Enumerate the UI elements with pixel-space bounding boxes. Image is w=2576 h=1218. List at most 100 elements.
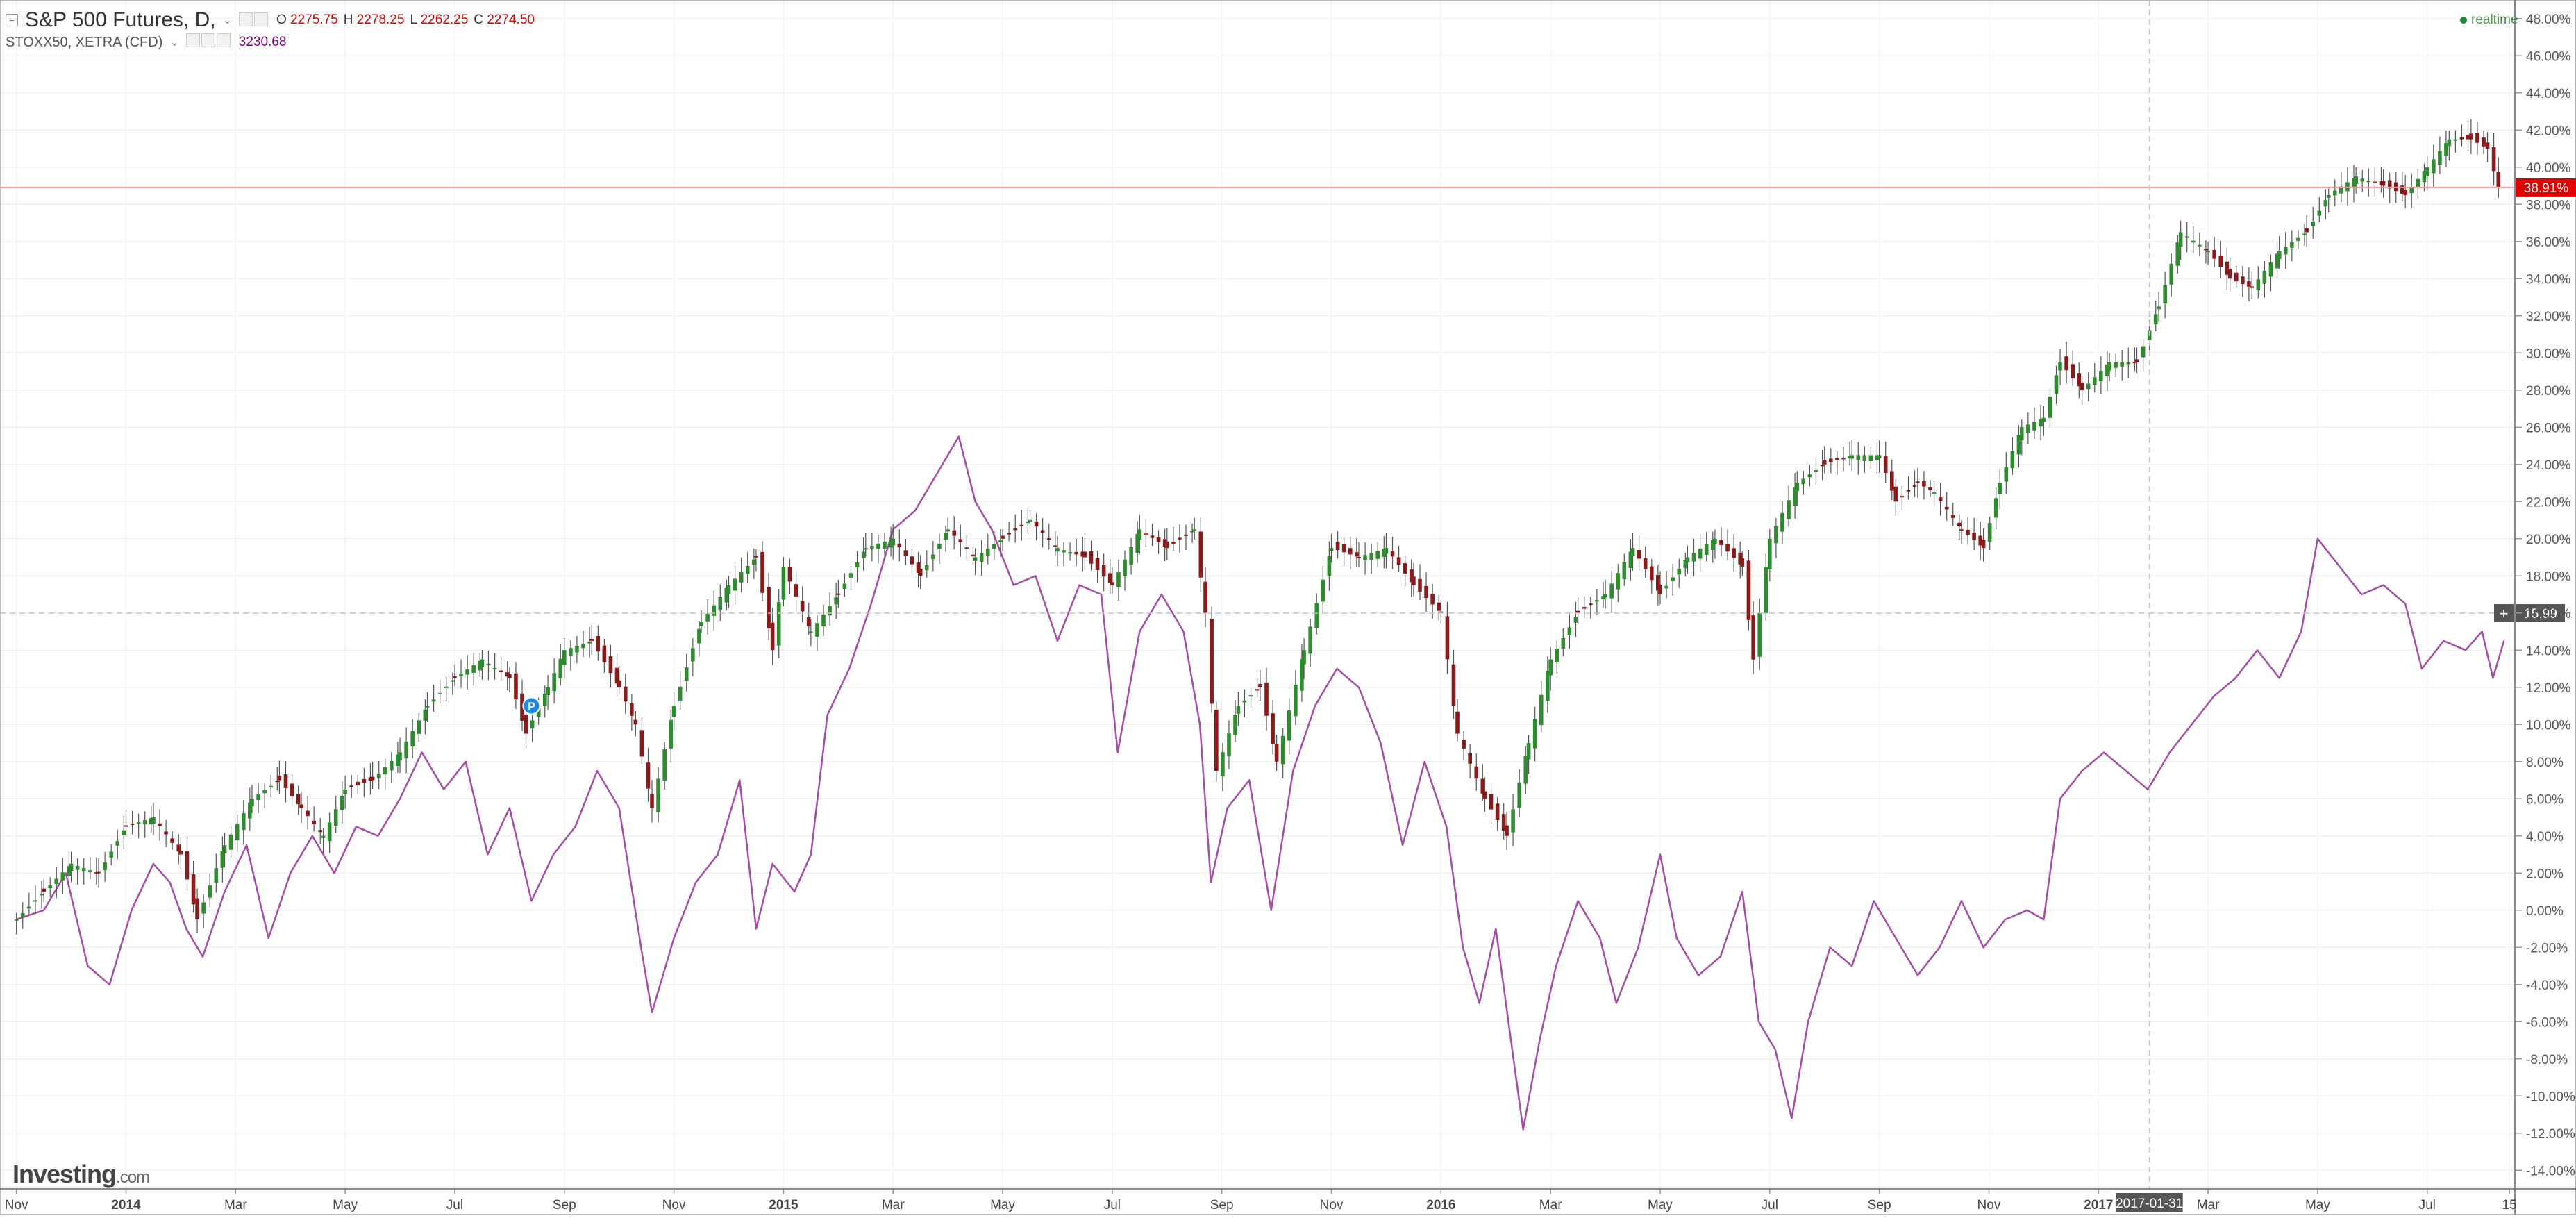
- candle-body: [809, 631, 813, 633]
- candle-body: [745, 565, 750, 574]
- candle-body: [1622, 562, 1627, 580]
- x-axis[interactable]: Nov 2014 Mar May Jul Sep Nov 2015 Mar May Jul Sep No…: [0, 1188, 2576, 1212]
- candle-body: [754, 556, 758, 558]
- compare-point: [1446, 826, 1448, 828]
- compare-point: [2382, 584, 2384, 586]
- candle-body: [1740, 558, 1745, 567]
- eye-icon[interactable]: [254, 12, 268, 26]
- candle-body: [1713, 538, 1717, 544]
- candle-body: [296, 794, 301, 805]
- candle-body: [678, 686, 683, 701]
- candle-body: [2491, 147, 2496, 172]
- candle-body: [241, 812, 246, 831]
- candle-body: [1511, 809, 1515, 833]
- candle-body: [1981, 540, 1986, 549]
- candle-body: [891, 538, 896, 546]
- candle-body: [1793, 487, 1797, 506]
- settings-icon[interactable]: [239, 12, 253, 26]
- y-tick-label: 18.00%: [2526, 569, 2571, 584]
- compare-point: [810, 853, 812, 856]
- candle-body: [558, 658, 563, 679]
- candle-body: [1683, 560, 1688, 569]
- candle-body: [178, 851, 183, 855]
- crosshair-plus-badge: [2494, 604, 2514, 623]
- candle-body: [2126, 362, 2131, 365]
- main-symbol-label[interactable]: S&P 500 Futures, D,: [25, 8, 216, 31]
- compare-point: [2103, 751, 2105, 753]
- compare-point: [2125, 770, 2127, 771]
- compare-point: [2234, 677, 2236, 679]
- candle-body: [821, 614, 826, 627]
- candle-body: [842, 583, 847, 590]
- candle-body: [2218, 255, 2223, 267]
- candle-body: [1959, 529, 1964, 531]
- candle-body: [1848, 456, 1852, 458]
- candle-body: [2290, 242, 2294, 248]
- investing-logo: Investing.com: [12, 1160, 150, 1189]
- candle-body: [1236, 706, 1241, 714]
- compare-point: [487, 853, 489, 856]
- candle-body: [1178, 537, 1182, 540]
- compare-point: [2026, 909, 2028, 911]
- compare-point: [2278, 677, 2280, 679]
- y-tick-label: -10.00%: [2526, 1090, 2575, 1104]
- x-tick-label: 15: [2502, 1198, 2517, 1212]
- candle-body: [1546, 671, 1550, 701]
- compare-point: [1462, 946, 1464, 949]
- candle-body: [1384, 548, 1389, 554]
- chevron-down-icon[interactable]: ⌄: [222, 15, 232, 26]
- candle-body: [2466, 135, 2470, 140]
- candle-body: [855, 562, 860, 568]
- annotation-label: P: [528, 701, 535, 713]
- candle-body: [40, 894, 44, 896]
- candle-body: [2425, 167, 2429, 176]
- compare-point: [131, 909, 133, 911]
- candle-body: [275, 781, 280, 783]
- candle-body: [1582, 607, 1587, 609]
- compare-point: [2317, 537, 2318, 540]
- y-tick-label: 20.00%: [2526, 533, 2571, 547]
- settings-icon[interactable]: [185, 33, 200, 47]
- candle-body: [1628, 551, 1633, 569]
- candle-body: [333, 809, 338, 826]
- candle-body: [1369, 553, 1373, 560]
- candle-body: [2048, 397, 2052, 418]
- compare-point: [153, 863, 154, 865]
- compare-point: [267, 937, 269, 939]
- candle-body: [69, 863, 74, 871]
- compare-symbol-label[interactable]: STOXX50, XETRA (CFD): [6, 34, 163, 50]
- candle-body: [1184, 534, 1188, 536]
- collapse-icon[interactable]: −: [6, 14, 18, 26]
- candle-body: [356, 781, 360, 785]
- candle-body: [376, 774, 381, 778]
- compare-point: [1774, 1049, 1776, 1051]
- candle-body: [1828, 458, 1833, 462]
- candle-body: [1993, 498, 1998, 518]
- candle-body: [1998, 483, 2002, 494]
- candle-body: [1480, 778, 1485, 794]
- candle-body: [1053, 545, 1057, 547]
- candle-body: [1363, 555, 1367, 560]
- status-dot-icon: [2460, 17, 2467, 24]
- compare-point: [2300, 631, 2302, 633]
- candle-body: [2178, 232, 2183, 247]
- candle-body: [1658, 585, 1662, 594]
- candle-body: [1242, 700, 1247, 703]
- eye-icon[interactable]: [201, 33, 215, 47]
- y-tick-label: 46.00%: [2526, 49, 2571, 64]
- candle-body: [2086, 383, 2091, 390]
- candle-body: [2317, 210, 2322, 216]
- y-axis[interactable]: 48.00% 46.00% 44.00% 42.00% 40.00% 38.00% 36.0…: [2514, 0, 2575, 1215]
- x-tick-label: Nov: [1320, 1198, 1344, 1212]
- candle-body: [2175, 242, 2180, 266]
- candle-body: [581, 644, 585, 649]
- chevron-down-icon[interactable]: ⌄: [169, 37, 179, 49]
- candle-body: [2400, 185, 2404, 194]
- close-icon[interactable]: [216, 33, 231, 47]
- candle-body: [2459, 137, 2464, 140]
- compare-point: [2169, 751, 2171, 753]
- candle-body: [806, 617, 811, 627]
- candle-body: [2332, 190, 2337, 196]
